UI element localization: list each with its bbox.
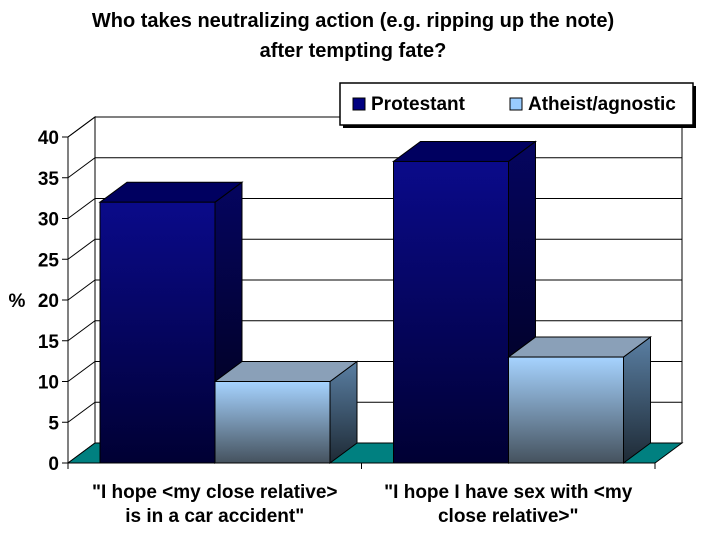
x-axis-labels: "I hope <my close relative> is in a car a…: [92, 482, 633, 527]
bar-front: [214, 381, 331, 464]
y-tick-label: 0: [48, 454, 59, 475]
bars: [98, 140, 653, 464]
bar-front: [393, 160, 509, 464]
chart-title-line-1: Who takes neutralizing action (e.g. ripp…: [91, 10, 615, 32]
legend-swatch: [352, 97, 366, 111]
y-tick-label: 5: [48, 413, 59, 434]
y-tick-label: 10: [38, 373, 59, 394]
y-axis-title: %: [9, 291, 26, 312]
legend-label: Protestant: [371, 94, 466, 115]
bar: [213, 360, 359, 464]
bar-side: [623, 336, 651, 464]
bar-front: [508, 356, 624, 464]
y-tick-label: 20: [38, 291, 59, 312]
bar: [391, 140, 538, 464]
y-tick-label: 15: [38, 332, 60, 353]
y-tick-label: 35: [38, 169, 60, 190]
y-tick-label: 40: [38, 128, 59, 149]
y-axis: 0 5 10 15 20 25 30 35 40%: [9, 128, 656, 475]
legend: Protestant Atheist/agnostic: [339, 82, 696, 128]
bar: [98, 181, 244, 464]
y-tick-label: 30: [38, 210, 59, 231]
legend-swatch: [509, 97, 523, 111]
x-tick-label: close relative>": [438, 506, 579, 527]
x-tick-label: "I hope <my close relative>: [92, 482, 338, 503]
x-tick-label: is in a car accident": [125, 506, 304, 527]
bar: [506, 336, 653, 464]
chart-title-line-2: after tempting fate?: [259, 40, 447, 62]
bar-front: [99, 201, 216, 464]
x-tick-label: "I hope I have sex with <my: [384, 482, 633, 503]
y-tick-label: 25: [38, 250, 60, 271]
chart-title: Who takes neutralizing action (e.g. ripp…: [0, 6, 706, 66]
legend-label: Atheist/agnostic: [528, 94, 676, 115]
